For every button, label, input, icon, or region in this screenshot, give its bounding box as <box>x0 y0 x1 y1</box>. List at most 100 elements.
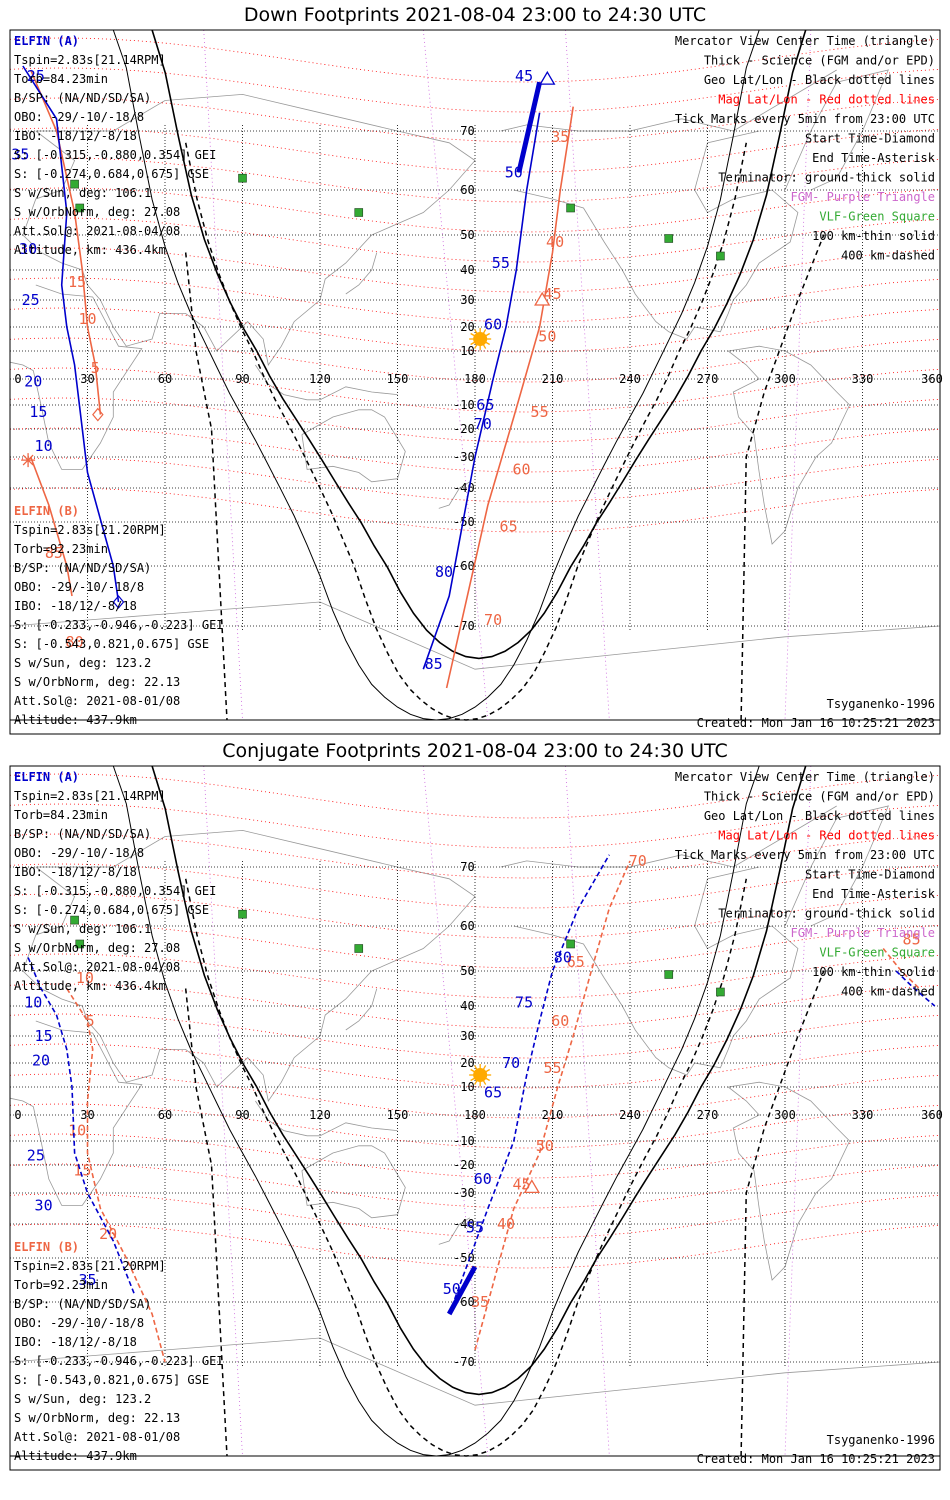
lat-tick-label: -70 <box>453 619 475 633</box>
legend-item: 100 km-thin solid <box>812 965 935 979</box>
probe-b-info-line: S w/OrbNorm, deg: 22.13 <box>14 1411 180 1425</box>
terminator-ground <box>151 29 807 660</box>
lat-tick-label: -60 <box>453 559 475 573</box>
terminator-100km <box>112 765 760 1457</box>
legend-item: End Time-Asterisk <box>812 151 936 165</box>
track-a-tick-label: 50 <box>505 163 523 181</box>
lat-tick-label: 20 <box>460 1056 474 1070</box>
mag-meridians <box>203 765 812 1457</box>
track-b-tick-label: 45 <box>512 1176 530 1194</box>
probe-a-info-line: S: [-0.274,0.684,0.675] GSE <box>14 167 209 181</box>
lat-tick-label: 60 <box>460 919 474 933</box>
track-b-tick-label: 35 <box>471 1293 489 1311</box>
track-a-tick-label: 65 <box>484 1084 502 1102</box>
track-b-tick-label: 65 <box>500 517 518 535</box>
vlf-station-4 <box>566 939 575 949</box>
terminator-400km-east <box>740 234 825 721</box>
lat-tick-label: -70 <box>453 1355 475 1369</box>
coastline-6 <box>438 481 471 509</box>
lon-tick-label: 0 <box>14 1108 21 1122</box>
vlf-stations <box>70 173 725 261</box>
lat-tick-label: 70 <box>460 124 474 138</box>
track-a-tick-label: 20 <box>24 373 42 391</box>
legend-item: End Time-Asterisk <box>812 887 936 901</box>
track-b-segment-2 <box>882 947 920 990</box>
legend-item: Terminator: ground-thick solid <box>718 907 935 921</box>
coastline-5 <box>301 409 406 483</box>
probe-a-info-line: Tspin=2.83s[21.14RPM] <box>14 53 166 67</box>
vlf-station-5 <box>664 234 674 243</box>
panel-border <box>9 29 941 735</box>
track-b-segment-0 <box>29 456 73 597</box>
track-b-tick-label: 60 <box>551 1012 569 1030</box>
probe-b-info-line: Torb=92.23min <box>14 1278 108 1292</box>
legend-item: Terminator: ground-thick solid <box>718 171 935 185</box>
sun-marker <box>469 1064 492 1086</box>
track-b-tick-label: 55 <box>531 403 549 421</box>
track-b-tick-label: 15 <box>73 1162 91 1180</box>
track-a <box>22 65 556 670</box>
track-b-tick-label: 65 <box>567 953 585 971</box>
vlf-station-0 <box>238 909 247 919</box>
track-a-tick-label: 25 <box>27 1146 45 1164</box>
probe-b-info-line: S: [-0.543,0.821,0.675] GSE <box>14 1373 209 1387</box>
legend-item: Start Time-Diamond <box>805 132 935 146</box>
coastline-8 <box>345 252 378 295</box>
lon-tick-label: 0 <box>14 372 21 386</box>
probe-b-info-line: S: [-0.543,0.821,0.675] GSE <box>14 637 209 651</box>
lon-tick-label: 300 <box>774 1108 796 1122</box>
lon-tick-label: 60 <box>158 1108 172 1122</box>
legend-item: 100 km-thin solid <box>812 229 935 243</box>
lat-tick-label: -20 <box>453 422 475 436</box>
track-a-tick-label: 70 <box>502 1054 520 1072</box>
track-b-tick-label: 10 <box>68 1122 86 1140</box>
vlf-station-1 <box>70 915 79 925</box>
track-a-tick-label: 55 <box>492 254 510 272</box>
track-b-segment-1 <box>29 69 102 415</box>
coastline-2 <box>500 805 837 868</box>
coastline-0 <box>22 93 476 367</box>
probe-b-info: ELFIN (B) Tspin=2.83s[21.20RPM] Torb=92.23… <box>14 1240 224 1463</box>
probe-b-info-line: S: [-0.233,-0.946,-0.223] GEI <box>14 1354 224 1368</box>
track-b-tick-label: 40 <box>497 1215 515 1233</box>
probe-a-info-line: Att.Sol@: 2021-08-04/08 <box>14 224 180 238</box>
probe-b-info-line: S: [-0.233,-0.946,-0.223] GEI <box>14 618 224 632</box>
probe-a-info-line: S: [-0.274,0.684,0.675] GSE <box>14 903 209 917</box>
terminator <box>112 29 825 721</box>
track-a-science-segment-0 <box>516 81 543 173</box>
track-a-tick-label: 15 <box>35 1027 53 1045</box>
sun-marker <box>469 328 492 350</box>
panel-1-title: Down Footprints 2021-08-04 23:00 to 24:3… <box>243 4 707 26</box>
track-a-tick-label: 70 <box>474 415 492 433</box>
lat-tick-label: 70 <box>460 860 474 874</box>
terminator-400km-left <box>184 988 228 1457</box>
track-b <box>21 69 574 689</box>
probe-b-info-line: OBO: -29/-10/-18/8 <box>14 580 144 594</box>
legend: Mercator View Center Time (triangle) Thic… <box>675 770 936 999</box>
model-credit: Tsyganenko-1996 <box>827 697 935 711</box>
terminator-100km <box>112 29 760 721</box>
lat-tick-label: 40 <box>460 999 474 1013</box>
lon-tick-label: 330 <box>852 1108 874 1122</box>
lon-tick-label: 120 <box>309 1108 331 1122</box>
coastline-1 <box>9 1020 143 1206</box>
sun-icon <box>473 1068 488 1082</box>
coastline-7 <box>255 364 398 401</box>
coastline-3 <box>513 130 799 340</box>
axis-labels: 0 30 60 90 120 150 180 210 240 270 300 330 360 70 60 50… <box>14 860 942 1369</box>
created-timestamp: Created: Mon Jan 16 10:25:21 2023 <box>697 1452 935 1466</box>
terminator-400km-west <box>184 878 748 1457</box>
track-a-tick-label: 80 <box>554 949 572 967</box>
lon-tick-label: 60 <box>158 372 172 386</box>
mag-meridian-2 <box>565 29 610 721</box>
track-a-science-segment-0 <box>447 1265 478 1316</box>
lat-tick-label: -30 <box>453 450 475 464</box>
track-a-tick-label: 55 <box>466 1218 484 1236</box>
lat-tick-label: 50 <box>460 964 474 978</box>
lat-tick-label: -40 <box>453 1217 475 1231</box>
track-a-tick-label: 30 <box>35 1196 53 1214</box>
track-b-tick-label: 60 <box>512 460 530 478</box>
track-b-segment-1 <box>474 860 631 1351</box>
track-a-tick-label: 25 <box>22 291 40 309</box>
probe-b-info-line: Altitude: 437.9km <box>14 713 137 727</box>
